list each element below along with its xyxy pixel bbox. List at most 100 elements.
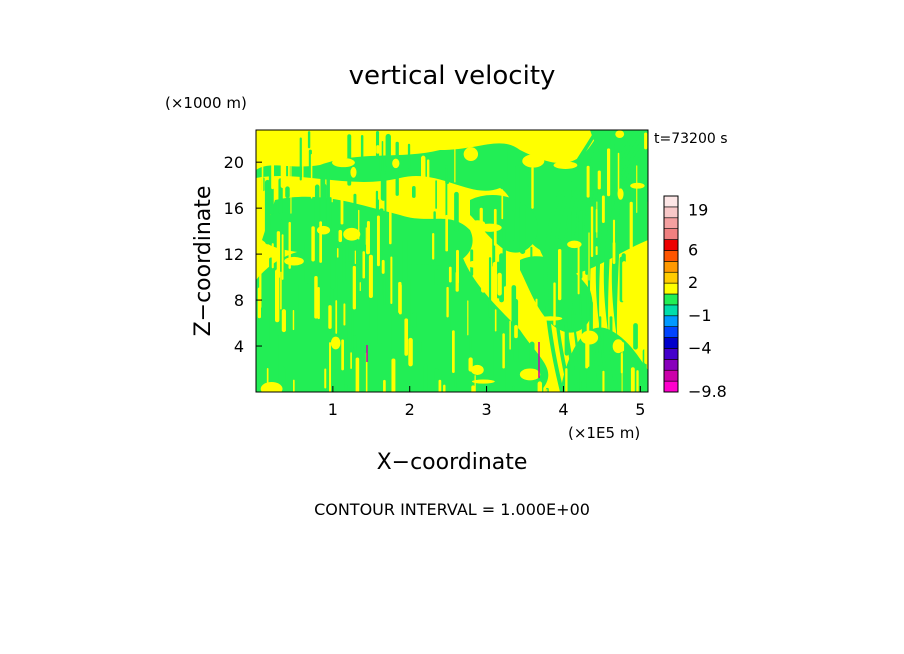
downdraft-streak: [346, 299, 352, 322]
downdraft-streak: [299, 137, 302, 181]
updraft-cell: [471, 379, 495, 384]
updraft-streak: [343, 303, 346, 326]
downdraft-streak: [385, 133, 391, 167]
updraft-streak: [577, 244, 580, 295]
updraft-cell: [256, 134, 269, 148]
updraft-streak: [359, 282, 361, 292]
updraft-streak: [292, 310, 295, 331]
downdraft-streak: [379, 208, 384, 252]
downdraft-streak: [326, 165, 330, 227]
updraft-streak: [376, 215, 380, 267]
updraft-streak: [352, 265, 356, 310]
downdraft-streak: [276, 335, 279, 392]
updraft-streak: [426, 159, 430, 193]
updraft-streak: [271, 243, 274, 269]
colorbar-label: −4: [688, 338, 712, 357]
downdraft-streak: [268, 175, 272, 208]
updraft-streak: [432, 232, 435, 260]
downdraft-streak: [585, 257, 589, 275]
updraft-streak: [452, 330, 455, 374]
colorbar-band: [663, 282, 679, 295]
updraft-streak: [340, 185, 344, 225]
downdraft-streak: [515, 165, 520, 218]
updraft-streak: [443, 384, 446, 392]
updraft-streak: [335, 300, 338, 334]
updraft-cell: [392, 158, 400, 169]
downdraft-streak: [454, 191, 459, 232]
updraft-cell: [538, 316, 563, 321]
updraft-streak: [590, 206, 594, 258]
updraft-cell: [519, 368, 541, 381]
downdraft-streak: [572, 241, 577, 283]
downdraft-streak: [423, 363, 428, 392]
updraft-cell: [477, 223, 502, 232]
colorbar-band: [663, 304, 679, 317]
x-tick-label: 1: [328, 400, 338, 419]
colorbar-band: [663, 369, 679, 382]
updraft-cell: [350, 166, 357, 178]
downdraft-streak: [304, 239, 310, 284]
updraft-streak: [471, 385, 475, 392]
downdraft-streak: [374, 257, 377, 281]
updraft-streak: [612, 241, 616, 264]
downdraft-streak: [469, 337, 472, 354]
downdraft-streak: [598, 316, 602, 367]
updraft-streak: [446, 286, 449, 318]
updraft-streak: [310, 154, 313, 199]
updraft-streak: [479, 207, 483, 225]
updraft-streak: [276, 231, 281, 279]
x-tick-label: 3: [481, 400, 491, 419]
updraft-streak: [368, 254, 373, 298]
updraft-streak: [317, 287, 320, 320]
updraft-cell: [292, 144, 300, 154]
field-contour-region: [603, 134, 648, 392]
downdraft-streak: [434, 368, 439, 392]
downdraft-streak: [351, 308, 354, 352]
updraft-streak: [535, 298, 538, 347]
x-tick-label: 4: [558, 400, 568, 419]
updraft-streak: [293, 379, 295, 392]
downdraft-streak: [502, 228, 506, 287]
updraft-streak: [265, 391, 268, 392]
downdraft-streak: [575, 296, 580, 316]
updraft-cell: [470, 364, 484, 376]
updraft-streak: [365, 352, 368, 392]
colorbar-band: [663, 228, 679, 240]
updraft-streak: [257, 287, 262, 319]
colorbar-label: −1: [688, 306, 712, 325]
updraft-streak: [474, 375, 476, 392]
downdraft-streak: [285, 186, 290, 199]
downdraft-streak: [360, 135, 364, 177]
downdraft-streak: [609, 391, 613, 392]
colorbar-label: 19: [688, 201, 708, 220]
updraft-streak: [314, 276, 318, 319]
updraft-streak: [448, 266, 452, 283]
downdraft-streak: [558, 306, 562, 321]
downdraft-streak: [384, 173, 387, 217]
y-axis-label: Z−coordinate: [191, 186, 216, 337]
updraft-cell: [343, 227, 361, 241]
updraft-cell: [553, 161, 578, 169]
updraft-streak: [565, 368, 568, 392]
downdraft-streak: [391, 312, 395, 354]
downdraft-streak: [633, 323, 638, 350]
updraft-streak: [606, 148, 611, 197]
updraft-streak: [620, 352, 623, 374]
downdraft-streak: [407, 143, 411, 170]
x-tick-label: 2: [405, 400, 415, 419]
colorbar-band: [663, 261, 679, 273]
updraft-streak: [636, 370, 639, 392]
field-contour-region: [562, 130, 615, 392]
updraft-streak: [438, 379, 442, 392]
updraft-streak: [381, 259, 385, 274]
heatmap-field: [256, 130, 648, 392]
contour-interval-note: CONTOUR INTERVAL = 1.000E+00: [314, 500, 590, 519]
downdraft-streak: [412, 186, 416, 198]
updraft-streak: [602, 370, 605, 392]
y-tick-label: 4: [234, 337, 244, 356]
downdraft-streak: [353, 193, 357, 253]
plot-frame: [255, 129, 649, 393]
downdraft-streak: [281, 366, 286, 392]
updraft-streak: [467, 300, 469, 336]
updraft-streak: [271, 162, 275, 190]
